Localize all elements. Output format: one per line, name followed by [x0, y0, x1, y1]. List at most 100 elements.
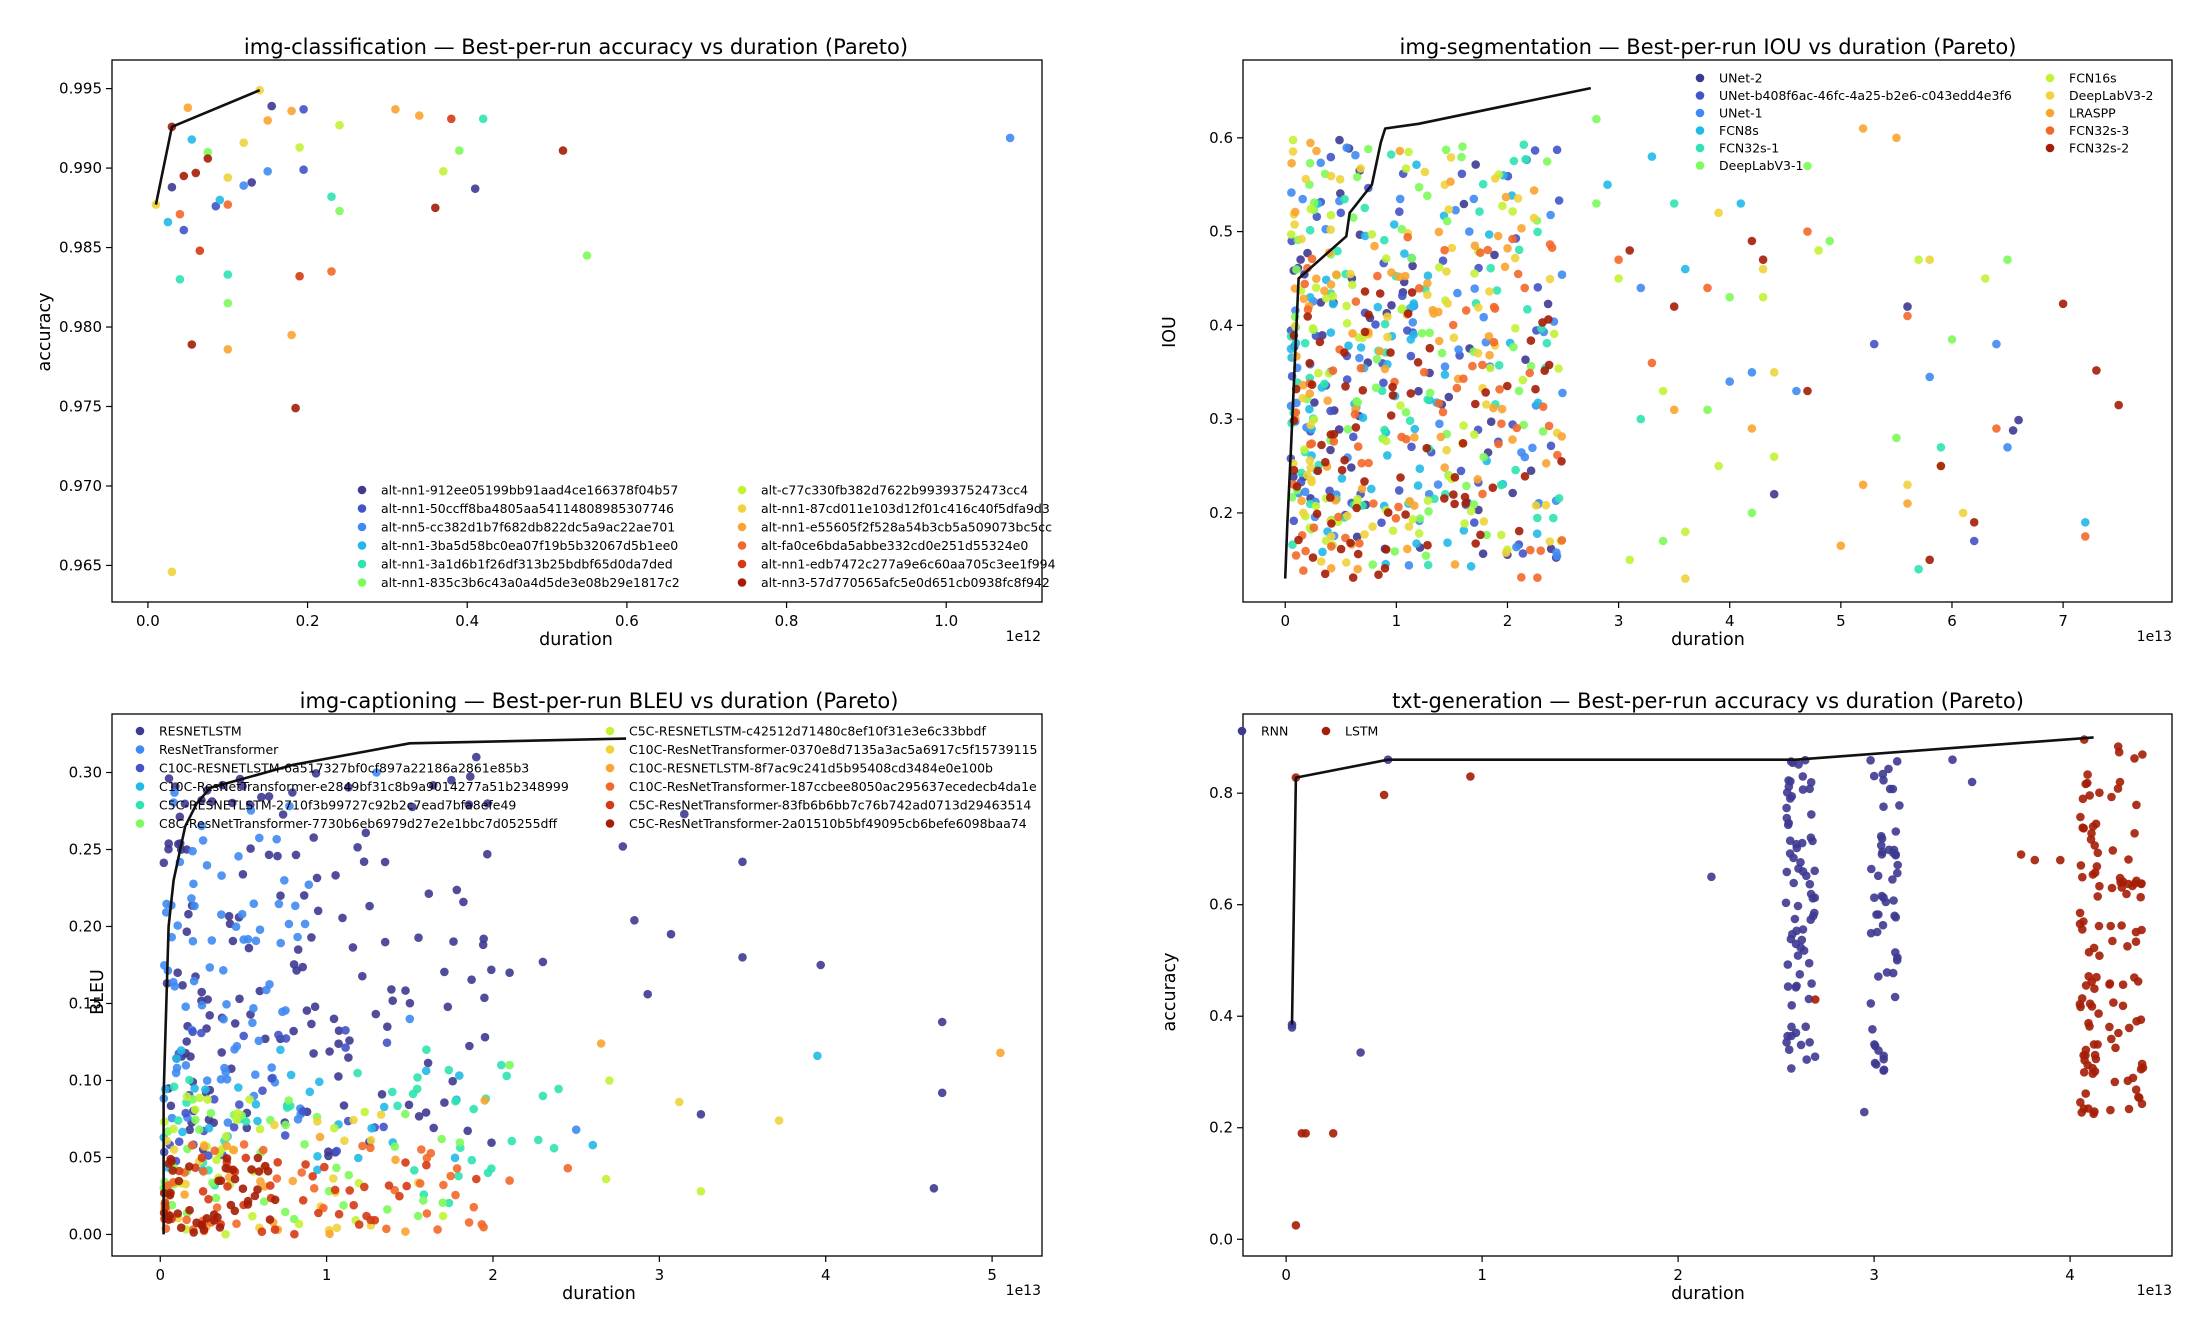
data-point-1: [1869, 339, 1879, 349]
data-point-0: [465, 1041, 474, 1051]
data-point-10: [204, 1194, 213, 1204]
data-point-5: [1417, 328, 1427, 338]
data-point-0: [414, 933, 423, 942]
data-point-0: [1967, 777, 1977, 787]
data-point-0: [1787, 1001, 1796, 1010]
data-point-4: [1386, 150, 1396, 159]
data-point-10: [1381, 545, 1391, 554]
data-point-3: [1344, 341, 1353, 351]
data-point-0: [1879, 776, 1888, 785]
legend-label: ResNetTransformer: [159, 742, 279, 757]
data-point-10: [1625, 246, 1634, 255]
data-point-1: [1398, 291, 1407, 301]
data-point-0: [1806, 833, 1816, 842]
data-point-2: [1440, 362, 1450, 371]
data-point-4: [282, 1103, 292, 1112]
data-point-9: [223, 200, 233, 209]
legend-label: RNN: [1261, 724, 1288, 739]
data-point-10: [1320, 569, 1330, 579]
legend-label: alt-nn3-57d770565afc5e0d651cb0938fc8f942: [761, 575, 1050, 590]
data-point-4: [454, 1171, 463, 1181]
data-point-8: [223, 345, 233, 354]
data-point-1: [2113, 742, 2123, 751]
data-point-10: [301, 1160, 310, 1169]
data-point-1: [2116, 878, 2125, 887]
data-point-6: [1423, 496, 1433, 505]
legend-label: C10C-RESNETLSTM-8f7ac9c241d5b95408cd3484…: [629, 761, 993, 776]
data-point-7: [1442, 267, 1451, 276]
data-point-6: [221, 1132, 231, 1141]
data-point-1: [187, 894, 196, 903]
data-point-9: [1301, 546, 1310, 556]
data-point-9: [1489, 337, 1499, 347]
data-point-3: [1423, 271, 1433, 281]
data-point-3: [1412, 539, 1421, 548]
data-point-6: [1396, 401, 1405, 410]
data-point-5: [1352, 172, 1362, 182]
y-tick-label: 0.2: [1209, 1119, 1233, 1137]
data-point-1: [291, 901, 300, 911]
data-point-1: [2107, 883, 2117, 893]
legend-label: UNet-b408f6ac-46fc-4a25-b2e6-c043edd4e3f…: [1719, 88, 2012, 103]
data-point-0: [388, 996, 398, 1005]
data-point-0: [1486, 417, 1496, 427]
data-point-0: [1876, 841, 1886, 850]
data-point-5: [1803, 161, 1812, 171]
data-point-7: [167, 567, 177, 577]
data-point-7: [1290, 220, 1299, 229]
data-point-4: [1636, 414, 1646, 424]
data-point-1: [221, 1067, 230, 1077]
x-axis-ticks: 0 1 2 3 4 5: [155, 1256, 997, 1284]
y-tick-label: 0.30: [69, 764, 102, 782]
data-point-9: [1803, 227, 1812, 236]
data-point-7: [1443, 299, 1452, 308]
data-point-1: [1470, 518, 1479, 527]
data-point-8: [1305, 389, 1315, 398]
legend-marker: [135, 782, 145, 791]
data-point-6: [1311, 283, 1321, 293]
data-point-4: [410, 1166, 419, 1175]
data-point-3: [1286, 344, 1296, 354]
data-point-1: [2134, 1092, 2143, 1102]
data-point-11: [165, 1211, 175, 1220]
data-point-0: [365, 901, 374, 911]
y-tick-label: 0.6: [1209, 129, 1233, 147]
data-point-9: [1394, 502, 1403, 512]
data-point-5: [1353, 398, 1362, 407]
data-point-0: [1874, 972, 1883, 981]
data-point-6: [1497, 530, 1506, 540]
data-point-0: [167, 182, 177, 192]
data-point-9: [1478, 360, 1487, 370]
data-point-10: [1380, 564, 1390, 573]
data-point-0: [197, 796, 206, 805]
data-point-0: [816, 960, 825, 970]
data-point-1: [2123, 942, 2132, 951]
data-point-5: [438, 1198, 448, 1207]
data-point-3: [251, 1100, 261, 1109]
data-point-0: [618, 842, 628, 851]
data-point-5: [1442, 216, 1452, 226]
data-point-8: [1410, 501, 1419, 510]
data-point-11: [185, 1162, 194, 1171]
data-point-0: [1806, 915, 1815, 924]
data-point-1: [181, 1061, 191, 1070]
data-point-0: [242, 1123, 252, 1133]
data-point-8: [1434, 336, 1444, 346]
data-point-8: [1440, 463, 1449, 472]
data-point-1: [1394, 486, 1404, 495]
data-point-3: [450, 1153, 460, 1163]
data-point-5: [1415, 514, 1425, 523]
data-point-5: [1364, 144, 1373, 154]
data-point-5: [1482, 530, 1491, 540]
data-point-4: [1380, 319, 1390, 329]
data-point-7: [1326, 225, 1335, 234]
data-point-1: [1325, 486, 1334, 496]
data-point-1: [190, 901, 199, 911]
data-point-9: [297, 1168, 307, 1177]
scatter-marks: [159, 737, 1005, 1239]
data-point-9: [422, 1153, 432, 1163]
data-point-0: [178, 981, 187, 990]
data-point-1: [571, 1125, 581, 1134]
data-point-11: [263, 1166, 273, 1176]
data-point-7: [1510, 253, 1520, 263]
